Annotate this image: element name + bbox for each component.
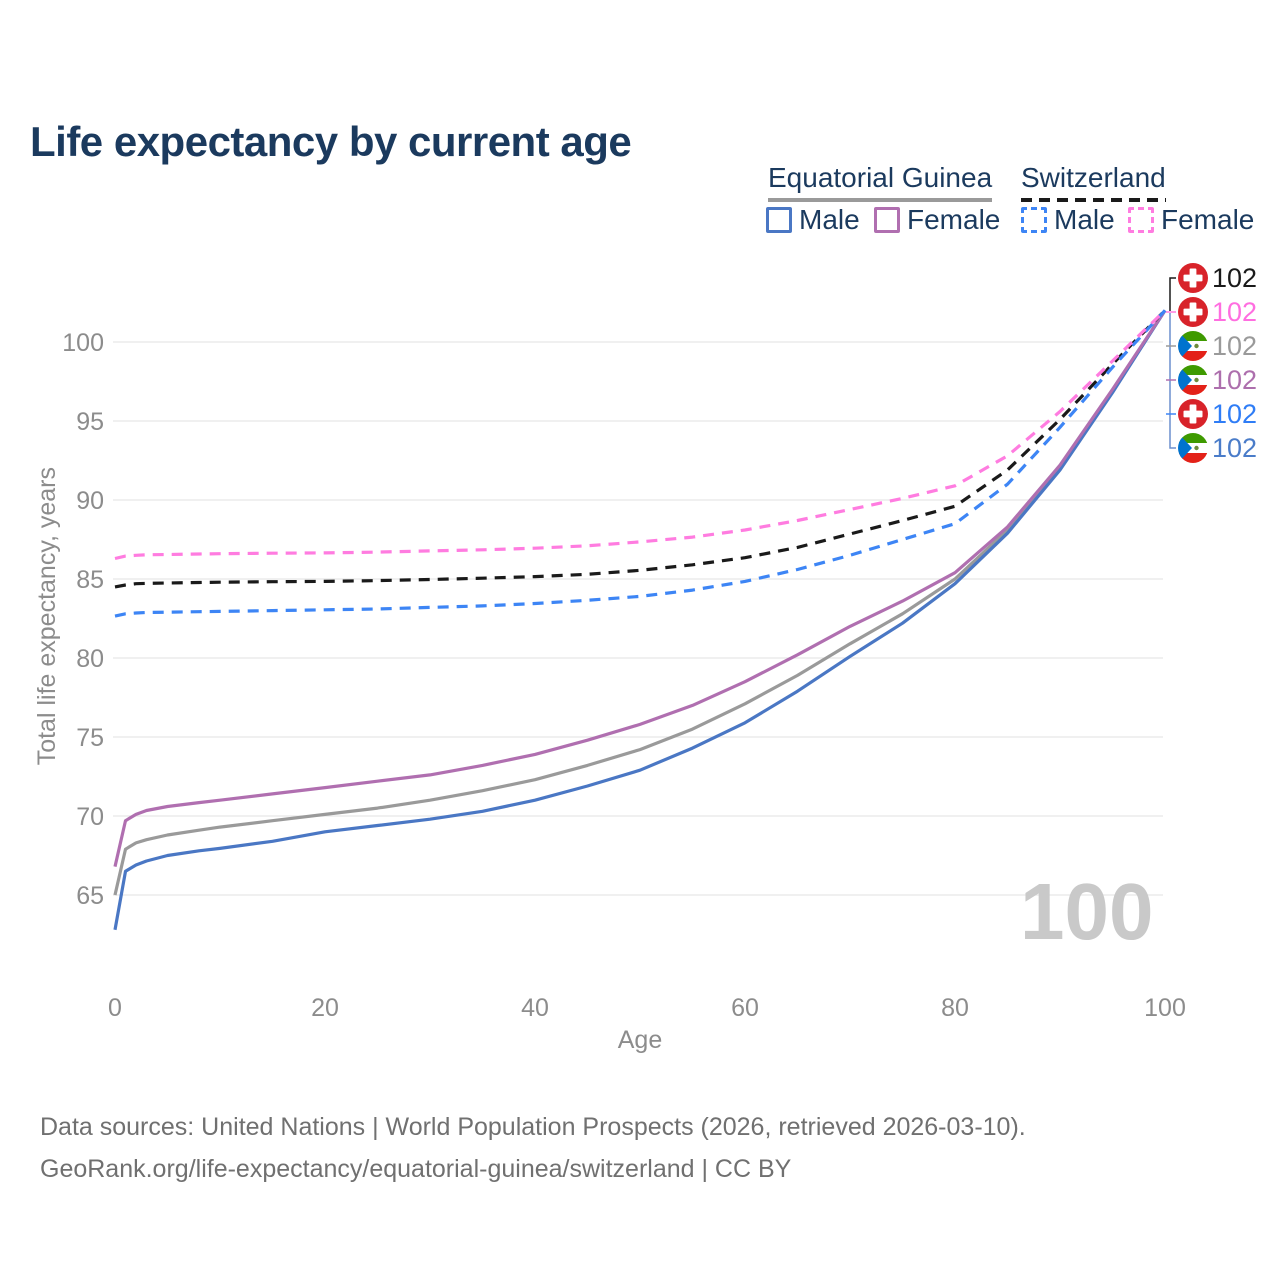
age-counter-watermark: 100: [1020, 867, 1154, 956]
legend-item-eq-guinea-male[interactable]: Male: [766, 204, 860, 236]
switzerland-flag-icon: [1178, 263, 1208, 293]
data-sources-line: Data sources: United Nations | World Pop…: [40, 1113, 1026, 1141]
series-line-eq-guinea-female[interactable]: [113, 309, 1167, 867]
page-title: Life expectancy by current age: [30, 118, 632, 166]
label-connector: [1169, 277, 1176, 311]
y-axis-title: Total life expectancy, years: [33, 467, 61, 766]
legend-item-switzerland-female[interactable]: Female: [1128, 204, 1254, 236]
y-tick-label: 95: [76, 408, 104, 436]
x-tick-label: 40: [521, 994, 549, 1022]
legend-group-switzerland[interactable]: Switzerland: [1021, 162, 1166, 202]
x-tick-label: 20: [311, 994, 339, 1022]
equatorial-guinea-flag-icon: [1178, 433, 1208, 463]
end-value-label: 102: [1212, 297, 1257, 327]
y-tick-label: 90: [76, 487, 104, 515]
legend-group-equatorial-guinea[interactable]: Equatorial Guinea: [768, 162, 993, 202]
label-connector: [1169, 313, 1176, 449]
end-value-label: 102: [1212, 399, 1257, 429]
end-value-label: 102: [1212, 433, 1257, 463]
x-tick-label: 80: [941, 994, 969, 1022]
switzerland-flag-icon: [1178, 399, 1208, 429]
solid-line-swatch: [768, 198, 993, 202]
y-tick-label: 75: [76, 724, 104, 752]
equatorial-guinea-flag-icon: [1178, 331, 1208, 361]
legend-item-label: Male: [799, 204, 860, 235]
legend-item-label: Female: [907, 204, 1001, 235]
footer: Data sources: United Nations | World Pop…: [40, 1106, 1026, 1190]
series-line-eq-guinea-both[interactable]: [113, 309, 1167, 896]
x-tick-label: 60: [731, 994, 759, 1022]
x-tick-label: 100: [1144, 994, 1186, 1022]
switzerland-flag-icon: [1178, 297, 1208, 327]
series-line-switzerland-both[interactable]: [114, 309, 1167, 589]
y-tick-label: 100: [62, 329, 104, 357]
x-axis-title: Age: [617, 1026, 663, 1054]
y-tick-label: 65: [76, 882, 104, 910]
series-line-switzerland-female[interactable]: [114, 309, 1167, 561]
legend: Equatorial Guinea Switzerland Male Femal…: [0, 0, 1280, 250]
y-tick-label: 85: [76, 566, 104, 594]
legend-group-label: Switzerland: [1021, 162, 1166, 193]
y-tick-label: 80: [76, 645, 104, 673]
legend-item-switzerland-male[interactable]: Male: [1021, 204, 1115, 236]
legend-item-label: Male: [1054, 204, 1115, 235]
legend-item-label: Female: [1161, 204, 1255, 235]
equatorial-guinea-flag-icon: [1178, 365, 1208, 395]
end-value-label: 102: [1212, 263, 1257, 293]
legend-item-eq-guinea-female[interactable]: Female: [874, 204, 1000, 236]
y-tick-label: 70: [76, 803, 104, 831]
eq-guinea-female-swatch-icon: [874, 207, 900, 233]
eq-guinea-male-swatch-icon: [766, 207, 792, 233]
switzerland-male-swatch-icon: [1021, 207, 1047, 233]
series-line-switzerland-male[interactable]: [114, 309, 1167, 618]
attribution-line: GeoRank.org/life-expectancy/equatorial-g…: [40, 1155, 792, 1183]
dashed-line-swatch: [1021, 198, 1166, 202]
series-line-eq-guinea-male[interactable]: [113, 309, 1167, 931]
end-value-label: 102: [1212, 331, 1257, 361]
legend-group-label: Equatorial Guinea: [768, 162, 993, 193]
switzerland-female-swatch-icon: [1128, 207, 1154, 233]
x-tick-label: 0: [108, 994, 122, 1022]
end-value-label: 102: [1212, 365, 1257, 395]
